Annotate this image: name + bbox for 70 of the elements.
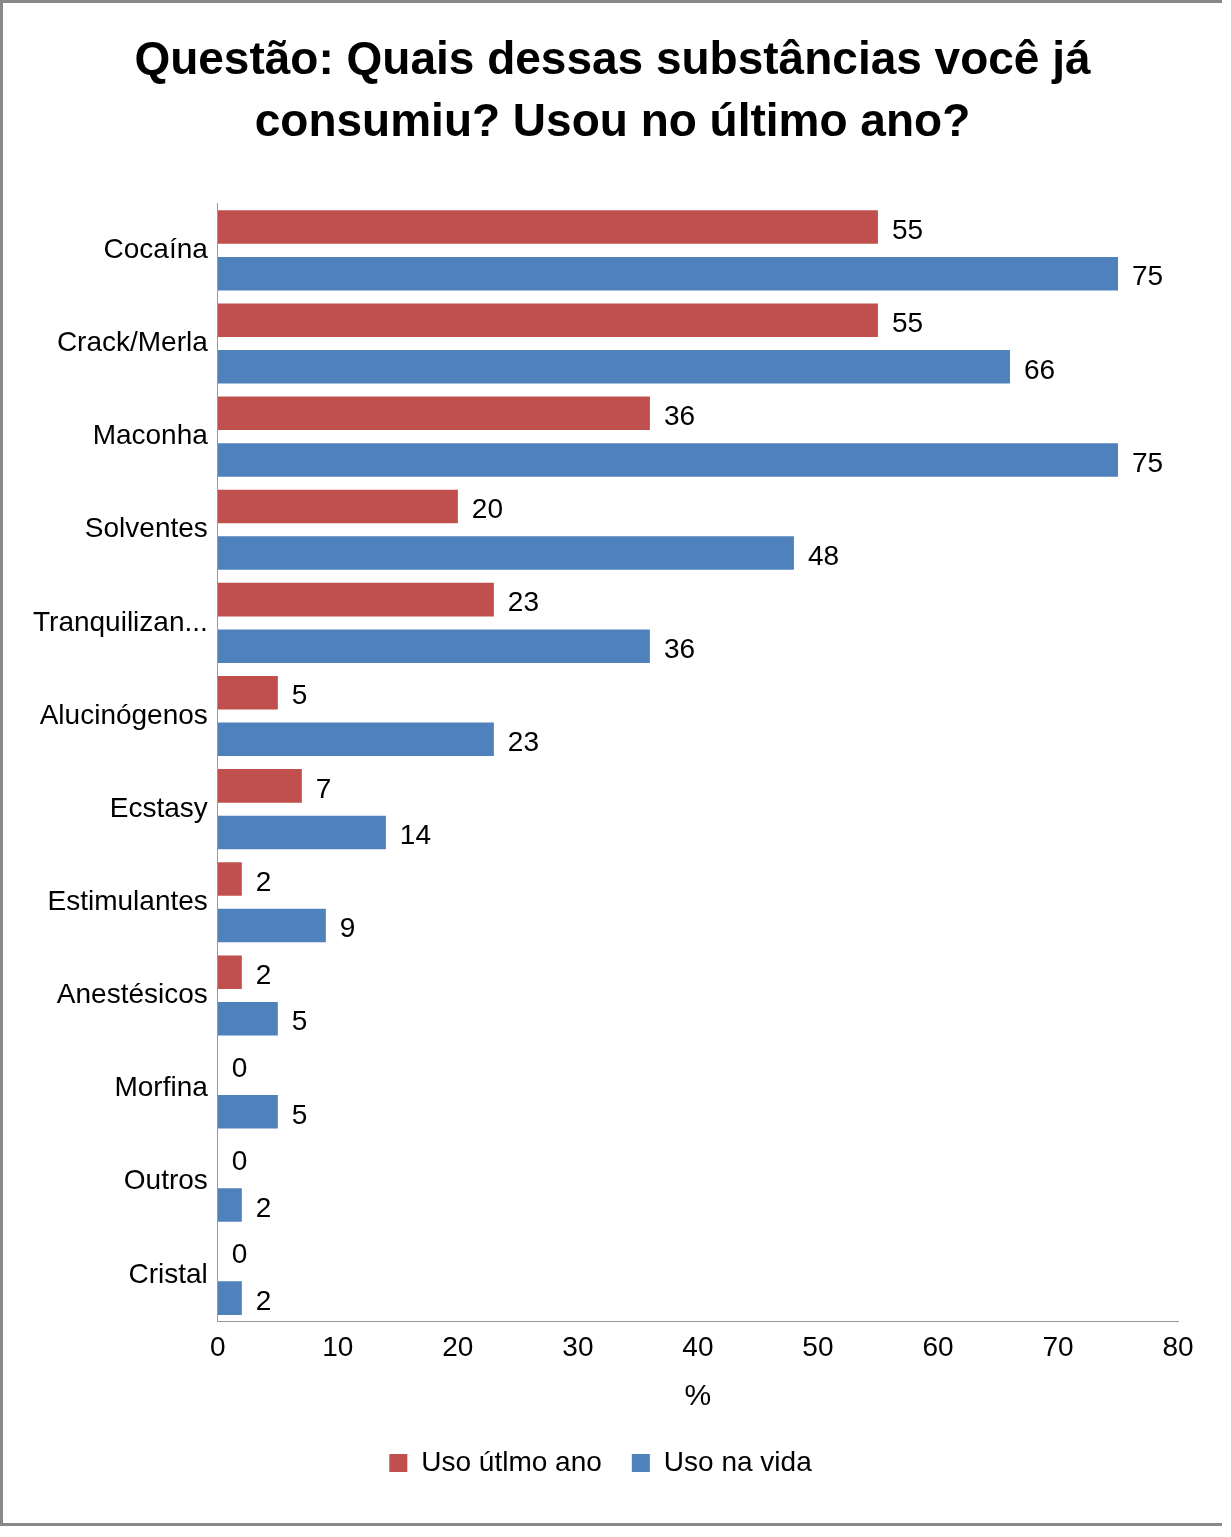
chart-title: Questão: Quais dessas substâncias você já consumiu? Usou no último ano? <box>133 31 1092 148</box>
y-tick-label: Cocaína <box>103 233 209 265</box>
bar <box>217 908 326 943</box>
legend-label: Uso na vida <box>663 1445 813 1477</box>
data-label: 55 <box>891 306 924 338</box>
y-tick-label: Cristal <box>128 1257 208 1289</box>
y-tick-label: Maconha <box>92 419 209 451</box>
y-tick-label: Estimulantes <box>47 885 208 917</box>
data-label: 23 <box>507 586 540 618</box>
y-tick-label: Tranquilizan... <box>32 605 208 637</box>
y-tick-label: Ecstasy <box>109 791 208 823</box>
bar <box>217 1188 242 1222</box>
data-label: 75 <box>1131 446 1164 478</box>
data-label: 75 <box>1131 260 1164 292</box>
data-label: 36 <box>663 400 696 432</box>
data-label: 9 <box>339 912 356 944</box>
data-label: 2 <box>255 865 272 897</box>
data-label: 14 <box>399 819 432 851</box>
x-tick-label: 60 <box>922 1330 954 1362</box>
bar <box>217 443 1118 477</box>
bar <box>217 675 278 710</box>
bar <box>217 396 650 431</box>
y-tick-label: Anestésicos <box>56 978 208 1010</box>
y-tick-label: Solventes <box>84 512 208 544</box>
data-label: 0 <box>231 1145 248 1177</box>
bar <box>217 815 386 850</box>
bar <box>217 629 650 663</box>
x-tick-label: 40 <box>682 1330 714 1362</box>
data-label: 2 <box>255 1191 272 1223</box>
legend-label: Uso útlmo ano <box>421 1445 602 1477</box>
y-tick-label: Alucinógenos <box>39 698 208 730</box>
x-tick-label: 20 <box>442 1330 474 1362</box>
bar <box>217 955 242 989</box>
bar <box>217 256 1118 291</box>
bar <box>217 489 458 524</box>
x-tick-label: 50 <box>802 1330 834 1362</box>
y-tick-label: Crack/Merla <box>56 326 209 358</box>
data-label: 55 <box>891 213 924 245</box>
x-tick-label: 30 <box>562 1330 594 1362</box>
bar <box>217 582 494 617</box>
data-label: 2 <box>255 958 272 990</box>
data-label: 0 <box>231 1238 248 1270</box>
y-tick-label: Outros <box>123 1164 208 1196</box>
data-label: 7 <box>315 772 332 804</box>
data-label: 5 <box>291 1098 308 1130</box>
bar <box>217 350 1010 384</box>
y-tick-label: Morfina <box>114 1071 209 1103</box>
x-tick-label: 0 <box>210 1330 226 1362</box>
bar <box>217 536 794 570</box>
bar <box>217 722 494 757</box>
bar <box>217 1095 278 1129</box>
bar <box>217 210 878 244</box>
bar <box>217 303 878 337</box>
x-axis-title: % <box>684 1378 712 1412</box>
bar <box>217 1281 242 1315</box>
bar <box>217 862 242 896</box>
data-label: 2 <box>255 1284 272 1316</box>
data-label: 36 <box>663 632 696 664</box>
bar <box>217 1001 278 1036</box>
data-label: 20 <box>471 493 504 525</box>
data-label: 0 <box>231 1052 248 1083</box>
x-tick-label: 80 <box>1162 1330 1194 1362</box>
data-label: 5 <box>291 679 308 711</box>
x-tick-label: 10 <box>322 1330 354 1362</box>
data-label: 23 <box>507 726 540 758</box>
x-tick-label: 70 <box>1042 1330 1074 1362</box>
data-label: 5 <box>291 1005 308 1037</box>
data-label: 48 <box>807 539 840 571</box>
bar <box>217 769 302 803</box>
data-label: 66 <box>1023 353 1056 385</box>
